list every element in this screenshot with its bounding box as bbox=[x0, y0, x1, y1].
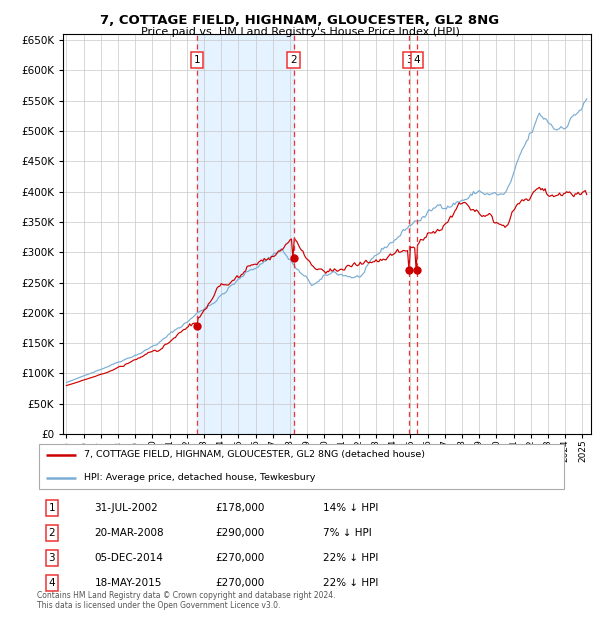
Text: 3: 3 bbox=[406, 55, 412, 65]
Text: 1: 1 bbox=[194, 55, 200, 65]
Text: 2: 2 bbox=[49, 528, 55, 538]
Text: This data is licensed under the Open Government Licence v3.0.: This data is licensed under the Open Gov… bbox=[37, 601, 281, 610]
Text: £178,000: £178,000 bbox=[215, 503, 265, 513]
Text: 7, COTTAGE FIELD, HIGHNAM, GLOUCESTER, GL2 8NG (detached house): 7, COTTAGE FIELD, HIGHNAM, GLOUCESTER, G… bbox=[84, 450, 425, 459]
Text: 4: 4 bbox=[413, 55, 420, 65]
Text: HPI: Average price, detached house, Tewkesbury: HPI: Average price, detached house, Tewk… bbox=[84, 473, 315, 482]
Text: 20-MAR-2008: 20-MAR-2008 bbox=[94, 528, 164, 538]
Text: 05-DEC-2014: 05-DEC-2014 bbox=[94, 553, 163, 563]
Text: Price paid vs. HM Land Registry's House Price Index (HPI): Price paid vs. HM Land Registry's House … bbox=[140, 27, 460, 37]
Text: 22% ↓ HPI: 22% ↓ HPI bbox=[323, 578, 378, 588]
Text: 7, COTTAGE FIELD, HIGHNAM, GLOUCESTER, GL2 8NG: 7, COTTAGE FIELD, HIGHNAM, GLOUCESTER, G… bbox=[100, 14, 500, 27]
Text: 3: 3 bbox=[49, 553, 55, 563]
Text: Contains HM Land Registry data © Crown copyright and database right 2024.: Contains HM Land Registry data © Crown c… bbox=[37, 591, 336, 600]
Text: 14% ↓ HPI: 14% ↓ HPI bbox=[323, 503, 378, 513]
Text: £290,000: £290,000 bbox=[215, 528, 265, 538]
Text: £270,000: £270,000 bbox=[215, 578, 265, 588]
Text: £270,000: £270,000 bbox=[215, 553, 265, 563]
Bar bbox=[197, 34, 293, 434]
Text: 1: 1 bbox=[49, 503, 55, 513]
Text: 7% ↓ HPI: 7% ↓ HPI bbox=[323, 528, 371, 538]
Text: 2: 2 bbox=[290, 55, 297, 65]
Text: 4: 4 bbox=[49, 578, 55, 588]
Text: 31-JUL-2002: 31-JUL-2002 bbox=[94, 503, 158, 513]
Text: 22% ↓ HPI: 22% ↓ HPI bbox=[323, 553, 378, 563]
FancyBboxPatch shape bbox=[38, 444, 565, 489]
Text: 18-MAY-2015: 18-MAY-2015 bbox=[94, 578, 162, 588]
